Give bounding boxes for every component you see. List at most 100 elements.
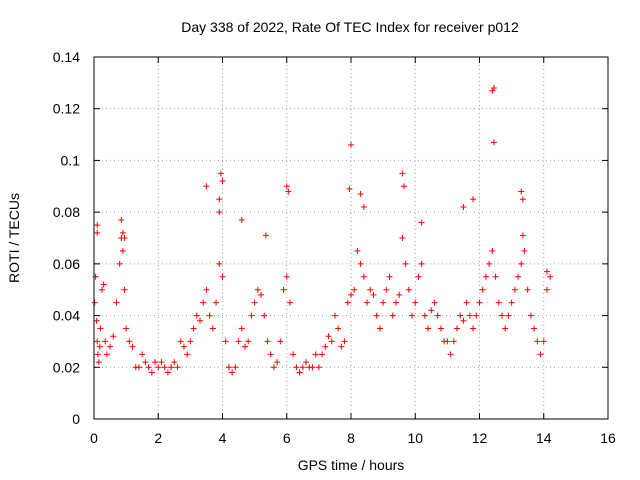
data-point — [460, 203, 467, 210]
data-point — [91, 299, 98, 306]
data-point — [110, 333, 117, 340]
data-point — [235, 338, 242, 345]
data-point — [325, 333, 332, 340]
data-point — [444, 338, 451, 345]
data-point — [184, 351, 191, 358]
data-point — [328, 338, 335, 345]
data-point — [524, 286, 531, 293]
data-point — [267, 351, 274, 358]
y-tick-label: 0.04 — [53, 308, 80, 324]
data-point — [241, 343, 248, 350]
y-tick-label: 0.08 — [53, 204, 80, 220]
data-point — [373, 312, 380, 319]
data-point — [280, 286, 287, 293]
data-point — [135, 364, 142, 371]
x-tick-label: 2 — [154, 430, 162, 446]
data-point — [344, 299, 351, 306]
data-point — [543, 268, 550, 275]
data-point — [213, 299, 220, 306]
data-point — [190, 325, 197, 332]
data-point — [161, 364, 168, 371]
data-point — [103, 351, 110, 358]
data-point — [376, 325, 383, 332]
data-point — [502, 325, 509, 332]
data-point — [283, 183, 290, 190]
data-point — [425, 325, 432, 332]
data-point — [197, 317, 204, 324]
data-point — [286, 299, 293, 306]
data-point — [473, 312, 480, 319]
data-point — [357, 260, 364, 267]
x-axis-label: GPS time / hours — [298, 457, 405, 473]
data-point — [174, 364, 181, 371]
data-point — [219, 273, 226, 280]
data-points — [91, 85, 554, 376]
data-point — [285, 188, 292, 195]
data-point — [338, 343, 345, 350]
data-point — [232, 364, 239, 371]
data-point — [401, 183, 408, 190]
x-tick-label: 10 — [407, 430, 423, 446]
data-point — [262, 232, 269, 239]
data-point — [367, 286, 374, 293]
data-point — [217, 170, 224, 177]
data-point — [113, 299, 120, 306]
data-point — [312, 351, 319, 358]
data-point — [518, 260, 525, 267]
data-point — [261, 312, 268, 319]
data-point — [203, 286, 210, 293]
data-point — [399, 170, 406, 177]
data-point — [537, 351, 544, 358]
data-point — [457, 312, 464, 319]
data-point — [354, 247, 361, 254]
data-point — [490, 139, 497, 146]
data-point — [319, 351, 326, 358]
data-point — [470, 196, 477, 203]
data-point — [466, 312, 473, 319]
data-point — [129, 343, 136, 350]
data-point — [527, 312, 534, 319]
data-point — [97, 325, 104, 332]
data-point — [498, 312, 505, 319]
data-point — [99, 286, 106, 293]
data-point — [348, 141, 354, 148]
data-point — [283, 273, 290, 280]
data-point — [290, 351, 297, 358]
data-point — [428, 307, 435, 314]
data-point — [399, 235, 406, 241]
data-point — [121, 286, 128, 293]
data-point — [148, 369, 155, 376]
data-point — [519, 196, 526, 203]
data-point — [415, 273, 422, 280]
data-point — [251, 299, 258, 306]
y-axis-label: ROTI / TECUs — [6, 193, 22, 283]
y-tick-label: 0.14 — [53, 49, 80, 65]
data-point — [216, 196, 223, 203]
data-point — [229, 369, 236, 376]
data-point — [96, 343, 103, 350]
y-tick-label: 0.12 — [53, 101, 80, 117]
data-point — [95, 359, 102, 366]
data-point — [437, 325, 444, 332]
data-point — [518, 188, 525, 195]
data-point — [396, 291, 403, 298]
data-point — [346, 185, 353, 192]
data-point — [335, 325, 342, 332]
data-point — [386, 273, 393, 280]
data-point — [219, 178, 226, 185]
data-point — [254, 286, 261, 293]
data-point — [348, 291, 354, 298]
data-point — [187, 338, 194, 345]
data-point — [296, 369, 303, 376]
x-tick-label: 6 — [283, 430, 291, 446]
data-point — [216, 209, 223, 216]
data-point — [303, 359, 310, 366]
data-point — [293, 364, 300, 371]
data-point — [94, 222, 101, 229]
data-point — [180, 343, 187, 350]
data-point — [121, 235, 128, 241]
data-point — [152, 359, 159, 366]
data-point — [331, 312, 338, 319]
data-point — [450, 338, 457, 345]
